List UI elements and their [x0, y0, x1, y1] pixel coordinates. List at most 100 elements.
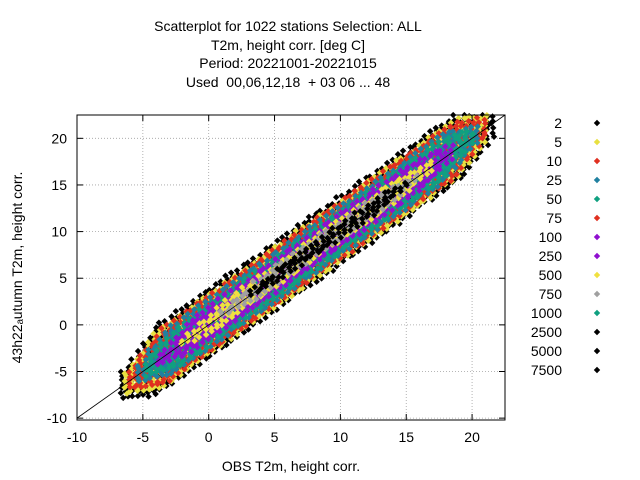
scatter-point	[189, 310, 197, 318]
scatter-point	[231, 317, 239, 325]
scatter-point	[125, 368, 133, 376]
scatter-point	[397, 167, 404, 174]
scatter-point	[462, 139, 469, 146]
scatter-point	[416, 187, 423, 194]
scatter-point	[183, 302, 190, 309]
scatter-point	[268, 300, 275, 308]
scatter-point	[394, 218, 401, 225]
scatter-point	[383, 159, 391, 167]
scatter-point	[411, 160, 418, 168]
scatter-point	[331, 202, 338, 210]
scatter-point	[410, 144, 417, 151]
scatter-point	[214, 295, 222, 302]
scatter-point	[481, 125, 488, 132]
title-line-1: Scatterplot for 1022 stations Selection:…	[154, 18, 422, 34]
scatter-point	[176, 313, 184, 321]
scatter-point	[397, 200, 405, 207]
scatter-point	[181, 319, 188, 327]
scatter-point	[431, 157, 439, 164]
scatter-point	[216, 328, 223, 336]
scatter-point	[139, 391, 147, 398]
scatter-point	[352, 242, 359, 249]
scatter-point	[270, 296, 277, 303]
scatter-point	[316, 207, 324, 215]
scatter-point	[447, 123, 454, 130]
scatter-point	[134, 347, 142, 355]
scatter-point	[424, 151, 432, 158]
scatter-point	[244, 259, 251, 266]
scatter-point	[469, 151, 476, 158]
scatter-point	[463, 128, 471, 135]
scatter-point	[305, 218, 313, 225]
scatter-point	[327, 248, 335, 256]
scatter-point	[251, 268, 259, 275]
scatter-point	[194, 312, 201, 319]
scatter-point	[473, 114, 481, 121]
scatter-point	[202, 331, 210, 339]
scatter-point	[424, 146, 432, 153]
scatter-point	[129, 393, 136, 400]
scatter-point	[291, 231, 298, 239]
scatter-point	[469, 130, 476, 137]
scatter-point	[257, 307, 265, 315]
scatter-point	[145, 346, 152, 354]
scatter-point	[431, 179, 438, 187]
scatter-point	[436, 170, 444, 177]
scatter-point	[375, 182, 382, 189]
scatter-point	[303, 269, 310, 277]
scatter-point	[218, 321, 225, 329]
scatter-point	[467, 123, 475, 131]
scatter-point	[197, 348, 204, 355]
scatter-point	[417, 145, 424, 152]
scatter-point	[222, 317, 230, 324]
scatter-point	[432, 124, 439, 132]
scatter-point	[173, 334, 180, 341]
scatter-point	[142, 382, 149, 390]
scatter-point	[233, 289, 240, 297]
scatter-point	[329, 208, 336, 215]
scatter-point	[283, 230, 291, 237]
scatter-point	[279, 278, 287, 285]
scatter-point	[428, 150, 435, 158]
scatter-point	[168, 313, 175, 320]
scatter-point	[142, 373, 150, 380]
scatter-point	[441, 126, 448, 133]
scatter-point	[331, 253, 339, 260]
scatter-point	[424, 190, 432, 197]
scatter-point	[382, 173, 389, 180]
scatter-point	[402, 206, 409, 214]
scatter-point	[458, 128, 466, 136]
scatter-point	[436, 162, 443, 170]
scatter-point	[139, 340, 147, 347]
scatter-point	[467, 145, 474, 152]
scatter-point	[442, 149, 449, 157]
scatter-point	[458, 119, 466, 127]
scatter-point	[195, 333, 203, 341]
scatter-point	[377, 229, 385, 236]
scatter-point	[390, 169, 397, 177]
scatter-point	[456, 136, 463, 144]
scatter-point	[134, 375, 142, 382]
scatter-point	[154, 378, 161, 386]
scatter-point	[200, 323, 208, 331]
scatter-point	[170, 360, 177, 367]
scatter-point	[399, 147, 407, 154]
scatter-point	[274, 237, 281, 244]
scatter-point	[406, 212, 413, 220]
scatter-point	[196, 320, 203, 327]
title-line-3: Period: 20221001-20221015	[199, 55, 377, 71]
scatter-point	[285, 239, 292, 246]
scatter-point	[416, 156, 424, 163]
scatter-point	[191, 337, 198, 345]
chart-title: Scatterplot for 1022 stations Selection:…	[0, 17, 576, 91]
scatter-point	[346, 245, 353, 252]
scatter-point	[287, 277, 294, 285]
scatter-point	[223, 341, 230, 349]
scatter-point	[272, 289, 280, 297]
scatter-point	[188, 348, 195, 355]
scatter-point	[357, 184, 365, 191]
scatter-point	[294, 221, 301, 229]
scatter-point	[153, 346, 160, 354]
scatter-point	[414, 194, 421, 201]
scatter-point	[333, 213, 340, 220]
